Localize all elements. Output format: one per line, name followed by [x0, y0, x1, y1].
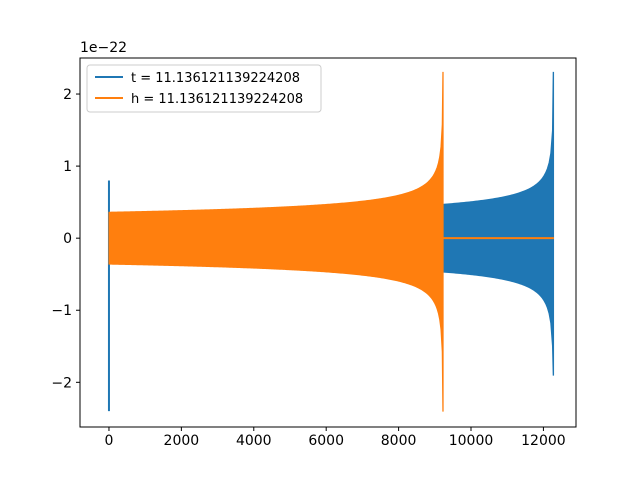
legend: t = 11.136121139224208 h = 11.1361211392… [86, 64, 322, 113]
axes-frame [79, 57, 577, 428]
x-tick-label: 12000 [521, 433, 566, 449]
series-h [108, 71, 554, 412]
x-tick-label: 6000 [308, 433, 344, 449]
y-tick-label: 2 [63, 87, 72, 103]
x-tick-label: 2000 [164, 433, 200, 449]
legend-label-h: h = 11.136121139224208 [131, 92, 303, 107]
legend-label-t: t = 11.136121139224208 [131, 71, 300, 86]
y-tick-label: −2 [51, 375, 72, 391]
x-tick-label: 8000 [381, 433, 417, 449]
x-tick-label: 0 [105, 433, 114, 449]
y-tick-label: −1 [51, 303, 72, 319]
legend-frame [86, 64, 322, 113]
y-tick-label: 0 [63, 231, 72, 247]
y-tick-label: 1 [63, 159, 72, 175]
series-h-band [108, 71, 444, 412]
series-layer [107, 71, 555, 412]
x-tick-label: 10000 [449, 433, 494, 449]
y-offset-label: 1e−22 [80, 40, 127, 56]
axes-layer: 0 2000 4000 6000 8000 10000 12000 −2 −1 0 1 2 [51, 57, 577, 449]
x-tick-label: 4000 [236, 433, 272, 449]
